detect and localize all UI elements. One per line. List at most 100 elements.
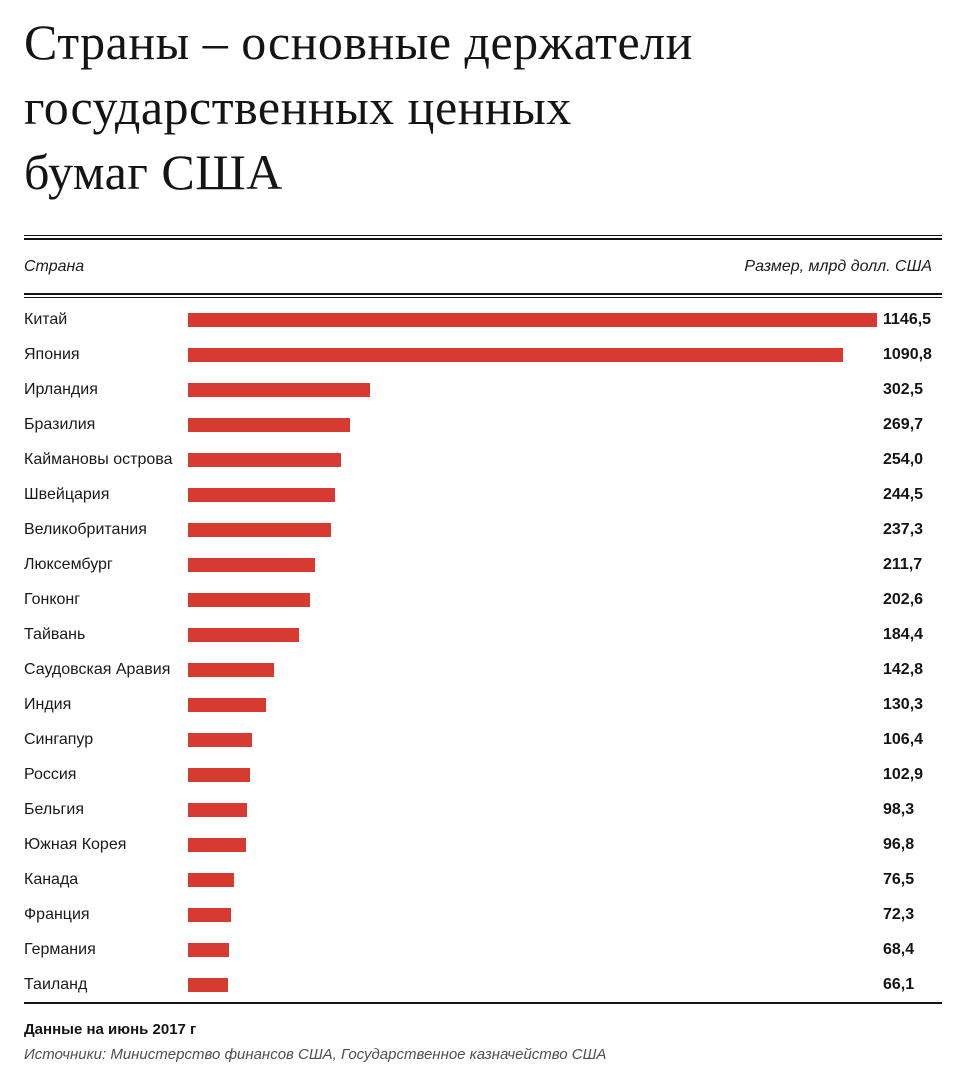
bar-chart: Китай 1146,5 Япония 1090,8 Ирландия 302,… [24,298,942,1004]
value-label: 72,3 [883,905,915,923]
table-row: Тайвань 184,4 [24,617,942,652]
country-label: Германия [24,940,96,958]
bar-track [188,347,883,362]
value-label: 66,1 [883,975,915,993]
country-label: Япония [24,345,80,363]
table-row: Южная Корея 96,8 [24,827,942,862]
table-row: Каймановы острова 254,0 [24,442,942,477]
value-bar [188,977,228,992]
table-header: Страна Размер, млрд долл. США [24,240,942,293]
table-row: Россия 102,9 [24,757,942,792]
country-label: Бельгия [24,800,84,818]
table-row: Бельгия 98,3 [24,792,942,827]
sources-note: Источники: Министерство финансов США, Го… [24,1046,607,1063]
value-label: 244,5 [883,485,924,503]
table-row: Германия 68,4 [24,932,942,967]
country-label: Сингапур [24,730,94,748]
bar-track [188,627,883,642]
value-label: 184,4 [883,625,924,643]
data-date-note: Данные на июнь 2017 г [24,1021,197,1038]
table-row: Саудовская Аравия 142,8 [24,652,942,687]
value-bar [188,802,248,817]
column-header-country: Страна [24,257,85,275]
value-bar [188,627,299,642]
value-bar [188,557,316,572]
bar-track [188,732,883,747]
bar-track [188,942,883,957]
bar-track [188,592,883,607]
value-bar [188,417,350,432]
value-bar [188,592,310,607]
value-label: 98,3 [883,800,915,818]
column-header-size: Размер, млрд долл. США [744,257,932,275]
value-label: 237,3 [883,520,924,538]
country-label: Саудовская Аравия [24,660,171,678]
value-label: 68,4 [883,940,915,958]
country-label: Швейцария [24,485,110,503]
country-label: Тайвань [24,625,86,643]
value-bar [188,347,844,362]
value-bar [188,942,230,957]
table-row: Швейцария 244,5 [24,477,942,512]
bar-track [188,977,883,992]
country-label: Гонконг [24,590,81,608]
country-label: Бразилия [24,415,96,433]
value-label: 130,3 [883,695,924,713]
country-label: Индия [24,695,72,713]
value-label: 106,4 [883,730,924,748]
value-label: 102,9 [883,765,924,783]
table-row: Великобритания 237,3 [24,512,942,547]
country-label: Франция [24,905,90,923]
header-top-rule [24,235,942,240]
value-bar [188,452,341,467]
table-row: Канада 76,5 [24,862,942,897]
bar-track [188,872,883,887]
table-row: Сингапур 106,4 [24,722,942,757]
table-row: Ирландия 302,5 [24,372,942,407]
table-row: Таиланд 66,1 [24,967,942,1002]
page-title: Страны – основные держатели государствен… [24,14,693,200]
value-bar [188,487,335,502]
value-label: 211,7 [883,555,923,573]
table-row: Гонконг 202,6 [24,582,942,617]
bar-track [188,417,883,432]
table-row: Франция 72,3 [24,897,942,932]
header-bottom-rule [24,293,942,298]
country-label: Каймановы острова [24,450,173,468]
value-bar [188,837,247,852]
value-label: 202,6 [883,590,924,608]
value-label: 269,7 [883,415,924,433]
value-label: 76,5 [883,870,915,888]
value-bar [188,732,252,747]
country-label: Россия [24,765,77,783]
value-label: 96,8 [883,835,915,853]
value-bar [188,767,250,782]
bar-track [188,802,883,817]
table-row: Бразилия 269,7 [24,407,942,442]
table-row: Люксембург 211,7 [24,547,942,582]
country-label: Ирландия [24,380,98,398]
country-label: Канада [24,870,79,888]
bar-track [188,522,883,537]
value-bar [188,872,234,887]
value-label: 1090,8 [883,345,932,363]
value-bar [188,907,232,922]
country-label: Таиланд [24,975,88,993]
value-bar [188,312,877,327]
country-label: Люксембург [24,555,113,573]
value-bar [188,697,267,712]
bar-track [188,487,883,502]
bar-track [188,557,883,572]
bar-track [188,697,883,712]
value-bar [188,522,331,537]
table-row: Китай 1146,5 [24,302,942,337]
bar-track [188,907,883,922]
country-label: Великобритания [24,520,147,538]
table-row: Япония 1090,8 [24,337,942,372]
value-label: 302,5 [883,380,924,398]
bar-track [188,382,883,397]
country-label: Китай [24,310,68,328]
bar-track [188,767,883,782]
table-row: Индия 130,3 [24,687,942,722]
